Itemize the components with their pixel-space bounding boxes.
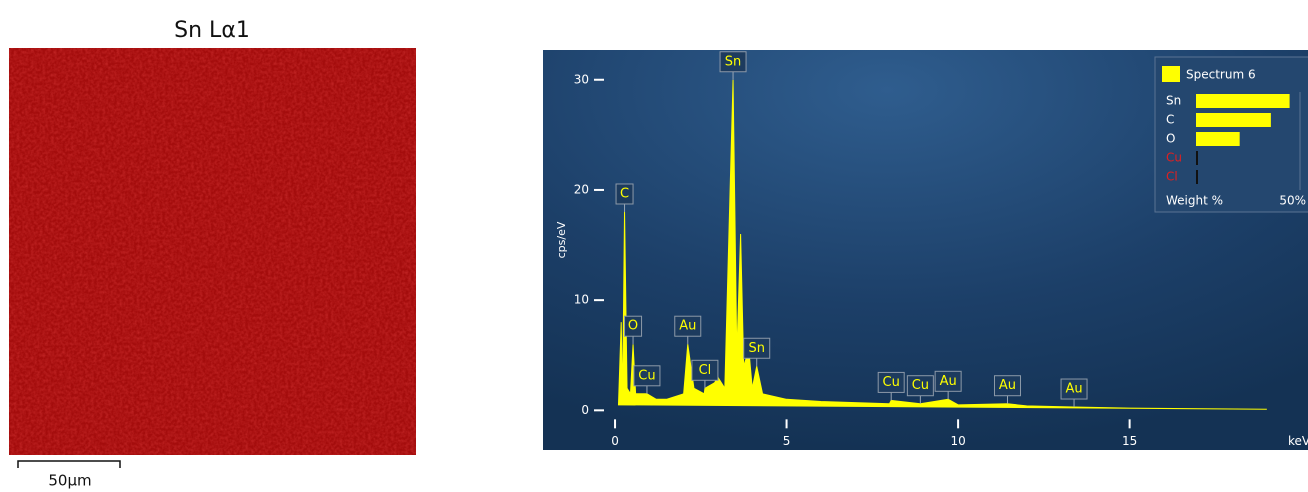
peak-label: Cl: [699, 363, 712, 378]
peak-label: Au: [999, 378, 1016, 393]
inset-category: O: [1166, 132, 1175, 146]
inset-category: Sn: [1166, 94, 1181, 108]
peak-label: C: [620, 186, 629, 201]
peak-label: Au: [1065, 382, 1082, 397]
x-tick-label: 15: [1122, 434, 1137, 448]
y-axis-label: cps/eV: [555, 221, 568, 258]
figure: Sn Lα1 50µm 0102030051015cps/eVkeVCOCuAu…: [0, 0, 1308, 492]
inset-tick-label: 50%: [1279, 194, 1306, 208]
inset-axis-label: Weight %: [1166, 194, 1223, 208]
y-tick-label: 10: [574, 293, 589, 307]
legend-label: Spectrum 6: [1186, 68, 1256, 82]
inset-bar: [1196, 170, 1198, 184]
peak-label: O: [628, 319, 638, 334]
x-tick-label: 5: [783, 434, 791, 448]
inset-bar: [1196, 132, 1240, 146]
scale-bar-label: 50µm: [48, 472, 91, 490]
page: {"map": {"title": "Sn Lα1", "scale_bar":…: [0, 0, 1308, 492]
x-axis-label: keV: [1288, 434, 1308, 448]
inset-bar: [1196, 113, 1271, 127]
peak-label: Au: [679, 319, 696, 334]
y-tick-label: 0: [581, 403, 589, 417]
x-tick-label: 0: [611, 434, 619, 448]
y-tick-label: 20: [574, 182, 589, 196]
peak-label: Cu: [912, 378, 929, 393]
peak-label: Sn: [725, 54, 742, 69]
map-texture: [9, 48, 416, 455]
peak-label: Cu: [883, 375, 900, 390]
inset-category: Cu: [1166, 151, 1182, 165]
y-tick-label: 30: [574, 72, 589, 86]
map-title: Sn Lα1: [174, 18, 250, 43]
x-tick-label: 10: [950, 434, 965, 448]
peak-label: Sn: [748, 341, 765, 356]
inset-bar: [1196, 151, 1198, 165]
peak-label: Au: [940, 374, 957, 389]
scale-bar: [18, 461, 120, 468]
peak-label: Cu: [638, 368, 655, 383]
inset-category: Cl: [1166, 170, 1178, 184]
inset-bar: [1196, 94, 1290, 108]
legend-swatch: [1162, 66, 1180, 82]
inset-category: C: [1166, 113, 1174, 127]
